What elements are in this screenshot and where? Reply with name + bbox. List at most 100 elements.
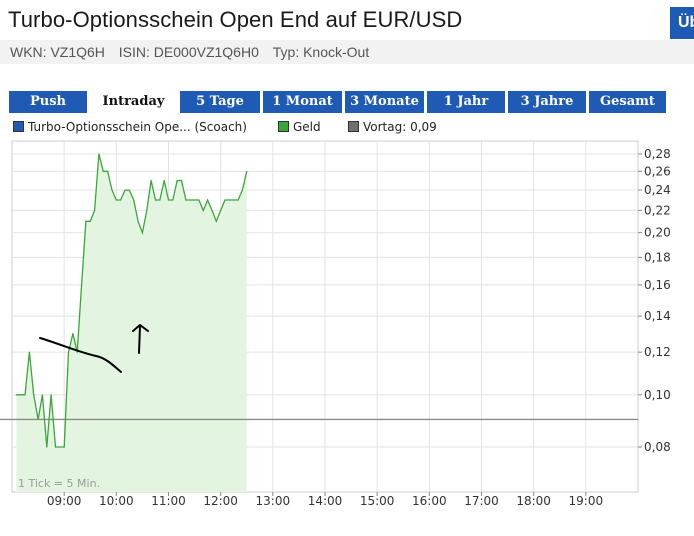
data-point xyxy=(233,199,235,201)
data-point xyxy=(141,232,143,234)
data-point xyxy=(72,332,74,335)
y-tick-label: 0,16 xyxy=(644,278,671,292)
data-point xyxy=(228,199,230,201)
legend-swatch-vortag xyxy=(348,121,359,132)
page-title: Turbo-Optionsschein Open End auf EUR/USD xyxy=(8,7,463,32)
tab-1-jahr[interactable]: 1 Jahr xyxy=(427,91,505,113)
data-point xyxy=(15,394,17,396)
x-tick-label: 11:00 xyxy=(151,494,186,508)
x-tick-label: 14:00 xyxy=(308,494,343,508)
data-point xyxy=(128,189,130,191)
wkn-label: WKN: VZ1Q6H xyxy=(10,44,105,60)
data-point xyxy=(24,394,26,396)
y-tick-label: 0,12 xyxy=(644,345,671,359)
data-point xyxy=(94,209,96,211)
data-point xyxy=(167,199,170,201)
legend-item-vortag: Vortag: 0,09 xyxy=(348,120,437,134)
tab-push[interactable]: Push xyxy=(9,91,87,113)
data-point xyxy=(33,394,35,396)
chart-axes: 09:00 10:00 11:00 12:00 13:00 14:00 15:00 16:00… xyxy=(47,147,671,508)
data-point xyxy=(50,394,52,396)
data-point xyxy=(159,199,161,201)
chart-area-fill xyxy=(16,154,247,492)
data-point xyxy=(163,179,165,182)
legend-label-geld: Geld xyxy=(293,120,321,134)
legend-label-instrument: Turbo-Optionsschein Ope... (Scoach) xyxy=(28,120,247,134)
tab-1-monat[interactable]: 1 Monat xyxy=(263,91,342,113)
x-tick-label: 16:00 xyxy=(412,494,447,508)
x-tick-label: 17:00 xyxy=(464,494,499,508)
y-tick-label: 0,24 xyxy=(644,183,671,197)
data-point xyxy=(111,189,113,191)
tab-3-jahre[interactable]: 3 Jahre xyxy=(508,91,586,113)
data-point xyxy=(85,220,87,222)
data-point xyxy=(98,153,100,155)
data-point xyxy=(76,351,78,353)
x-tick-label: 19:00 xyxy=(569,494,604,508)
security-info-bar: WKN: VZ1Q6H ISIN: DE000VZ1Q6H0 Typ: Knoc… xyxy=(0,40,694,64)
data-point xyxy=(172,199,174,201)
hand-drawn-annotations xyxy=(39,324,149,373)
data-point xyxy=(194,199,196,201)
chart-footnote: 1 Tick = 5 Min. xyxy=(18,477,100,490)
data-point xyxy=(146,209,148,211)
data-point xyxy=(185,199,187,201)
y-tick-label: 0,22 xyxy=(644,203,671,217)
data-point xyxy=(198,199,200,201)
isin-label: ISIN: DE000VZ1Q6H0 xyxy=(118,44,259,60)
legend-label-vortag: Vortag: 0,09 xyxy=(363,120,437,134)
data-point xyxy=(211,209,213,211)
data-point xyxy=(133,199,135,201)
tab-gesamt[interactable]: Gesamt xyxy=(589,91,666,113)
hand-drawn-up-arrow xyxy=(132,324,149,354)
data-point xyxy=(20,394,22,396)
type-label: Typ: Knock-Out xyxy=(272,44,370,60)
x-tick-label: 10:00 xyxy=(99,494,134,508)
y-tick-label: 0,28 xyxy=(644,147,671,161)
tab-intraday[interactable]: Intraday xyxy=(90,91,177,113)
data-point xyxy=(237,199,239,201)
data-point xyxy=(46,446,48,448)
data-point xyxy=(154,199,157,201)
legend-item-instrument: Turbo-Optionsschein Ope... (Scoach) xyxy=(13,120,247,134)
y-tick-label: 0,26 xyxy=(644,164,671,178)
data-point xyxy=(41,394,44,396)
data-point xyxy=(207,199,209,201)
data-point xyxy=(67,351,70,353)
x-tick-label: 09:00 xyxy=(47,494,82,508)
tab-3-monate[interactable]: 3 Monate xyxy=(345,91,424,113)
data-point xyxy=(241,189,243,191)
data-point xyxy=(137,220,139,222)
y-tick-label: 0,18 xyxy=(644,250,671,264)
overview-button[interactable]: Üb xyxy=(670,7,694,39)
series-area-fill xyxy=(16,154,247,492)
x-tick-label: 15:00 xyxy=(360,494,395,508)
data-point xyxy=(246,170,248,172)
data-point xyxy=(107,170,109,172)
legend-swatch-instrument xyxy=(13,121,24,132)
data-point xyxy=(124,189,126,191)
timeframe-tabs: Push Intraday 5 Tage 1 Monat 3 Monate 1 … xyxy=(9,91,666,113)
series-line-geld xyxy=(16,153,248,448)
data-point xyxy=(224,199,226,201)
data-point xyxy=(63,446,65,448)
data-point xyxy=(37,418,39,421)
y-tick-label: 0,20 xyxy=(644,226,671,240)
data-point xyxy=(215,220,217,222)
data-point xyxy=(28,351,30,353)
legend-swatch-geld xyxy=(278,121,289,132)
data-point xyxy=(120,199,122,201)
data-point xyxy=(176,179,178,182)
data-point xyxy=(115,199,117,201)
hand-drawn-trend-line xyxy=(39,337,122,373)
tab-5-tage[interactable]: 5 Tage xyxy=(180,91,260,113)
y-tick-label: 0,10 xyxy=(644,388,671,402)
legend-item-geld: Geld xyxy=(278,120,321,134)
x-tick-label: 13:00 xyxy=(256,494,291,508)
data-point xyxy=(220,209,222,211)
x-tick-label: 18:00 xyxy=(516,494,551,508)
data-point xyxy=(202,209,204,211)
data-point xyxy=(102,170,104,172)
chart-series xyxy=(15,153,248,448)
